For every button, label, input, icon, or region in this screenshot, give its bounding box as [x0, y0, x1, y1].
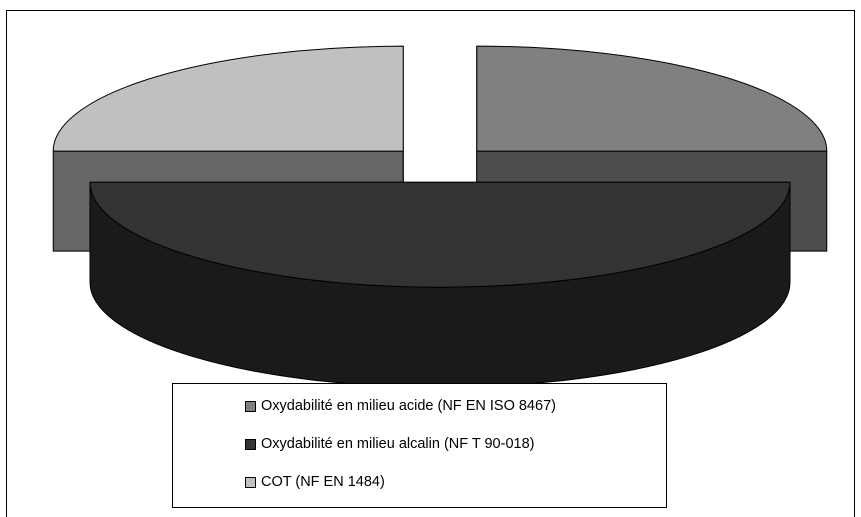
legend-item-acide: Oxydabilité en milieu acide (NF EN ISO 8…: [245, 398, 556, 414]
legend-item-alcalin: Oxydabilité en milieu alcalin (NF T 90-0…: [245, 436, 534, 452]
legend-label-alcalin: Oxydabilité en milieu alcalin (NF T 90-0…: [261, 436, 535, 452]
slice-alcalin: [89, 181, 791, 288]
legend: Oxydabilité en milieu acide (NF EN ISO 8…: [172, 383, 667, 508]
legend-swatch-acide: [245, 400, 256, 412]
legend-label-acide: Oxydabilité en milieu acide (NF EN ISO 8…: [261, 398, 556, 414]
slice-acide: [476, 45, 828, 152]
pie-slices: [52, 45, 828, 388]
legend-swatch-alcalin: [245, 438, 256, 450]
legend-swatch-cot: [245, 476, 256, 488]
slice-cot: [52, 45, 404, 152]
legend-label-cot: COT (NF EN 1484): [261, 474, 385, 490]
legend-item-cot: COT (NF EN 1484): [245, 474, 385, 490]
